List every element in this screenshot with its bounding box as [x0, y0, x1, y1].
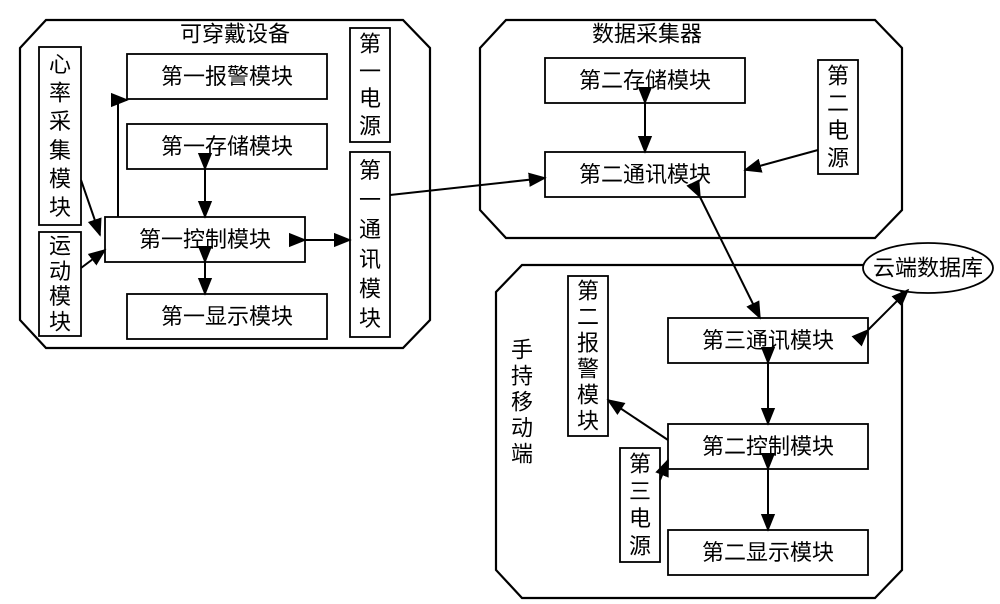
- svg-text:模: 模: [577, 383, 599, 408]
- svg-text:动: 动: [511, 416, 533, 441]
- svg-text:心: 心: [49, 52, 71, 77]
- svg-text:一: 一: [359, 59, 381, 84]
- svg-text:第: 第: [577, 279, 599, 304]
- svg-text:电: 电: [629, 506, 651, 531]
- svg-text:第: 第: [359, 32, 381, 57]
- svg-text:块: 块: [359, 306, 381, 331]
- svg-text:持: 持: [511, 364, 533, 389]
- svg-text:第: 第: [827, 64, 849, 89]
- svg-text:第: 第: [359, 158, 381, 183]
- svg-text:三: 三: [629, 479, 651, 504]
- svg-text:电: 电: [827, 118, 849, 143]
- svg-text:第: 第: [629, 452, 651, 477]
- svg-text:块: 块: [49, 309, 71, 334]
- svg-text:块: 块: [577, 409, 599, 434]
- svg-text:警: 警: [577, 357, 599, 382]
- svg-text:源: 源: [827, 145, 849, 170]
- svg-text:采: 采: [49, 109, 71, 134]
- svg-text:第二存储模块: 第二存储模块: [579, 68, 711, 93]
- svg-text:源: 源: [359, 113, 381, 138]
- svg-text:数据采集器: 数据采集器: [592, 22, 702, 47]
- svg-text:端: 端: [511, 442, 533, 467]
- svg-text:一: 一: [359, 188, 381, 213]
- svg-text:集: 集: [49, 138, 71, 163]
- svg-text:二: 二: [827, 91, 849, 116]
- svg-text:第一报警模块: 第一报警模块: [161, 64, 293, 89]
- svg-text:电: 电: [359, 86, 381, 111]
- svg-text:第二控制模块: 第二控制模块: [702, 434, 834, 459]
- svg-text:第一存储模块: 第一存储模块: [161, 134, 293, 159]
- svg-text:讯: 讯: [359, 247, 381, 272]
- svg-text:源: 源: [629, 533, 651, 558]
- svg-text:可穿戴设备: 可穿戴设备: [180, 22, 290, 47]
- svg-text:动: 动: [49, 259, 71, 284]
- svg-text:模: 模: [49, 166, 71, 191]
- svg-text:运: 运: [49, 234, 71, 259]
- svg-text:率: 率: [49, 81, 71, 106]
- svg-text:第二通讯模块: 第二通讯模块: [579, 162, 711, 187]
- svg-text:模: 模: [49, 284, 71, 309]
- svg-text:第一显示模块: 第一显示模块: [161, 304, 293, 329]
- svg-text:模: 模: [359, 276, 381, 301]
- svg-text:块: 块: [49, 195, 71, 220]
- svg-text:通: 通: [359, 217, 381, 242]
- svg-text:第二显示模块: 第二显示模块: [702, 540, 834, 565]
- svg-text:云端数据库: 云端数据库: [873, 256, 983, 281]
- svg-text:报: 报: [577, 331, 599, 356]
- svg-text:第三通讯模块: 第三通讯模块: [702, 328, 834, 353]
- svg-text:手: 手: [511, 338, 533, 363]
- svg-text:二: 二: [577, 305, 599, 330]
- svg-text:第一控制模块: 第一控制模块: [139, 227, 271, 252]
- svg-text:移: 移: [511, 390, 533, 415]
